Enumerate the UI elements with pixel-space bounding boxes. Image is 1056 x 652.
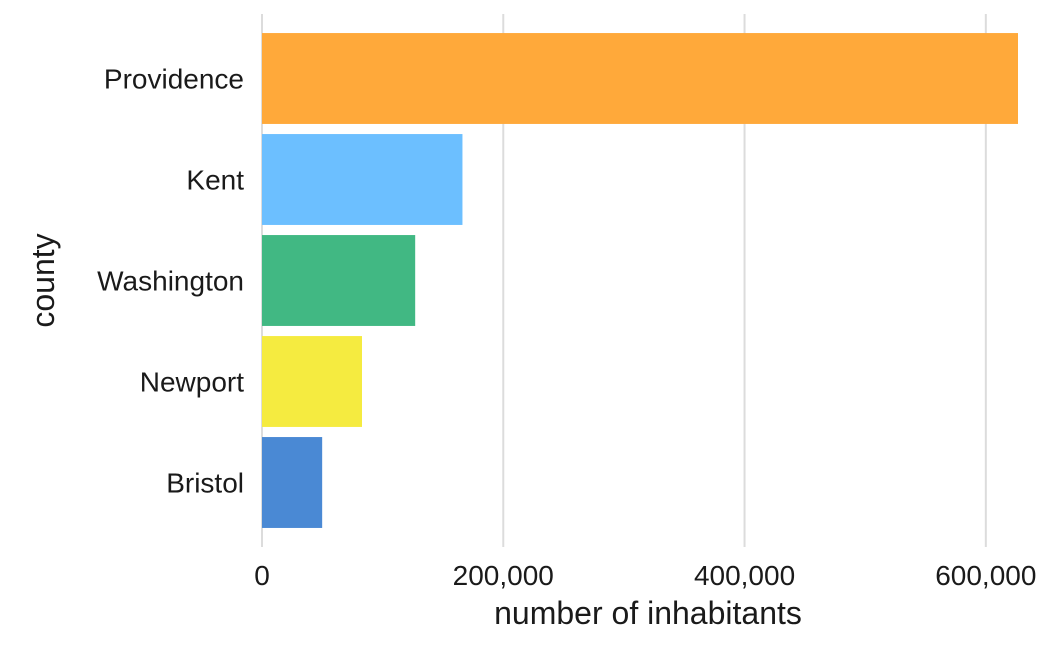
y-tick-label-washington: Washington xyxy=(97,266,244,297)
x-tick-label-2: 400,000 xyxy=(694,560,795,591)
bar-kent xyxy=(262,134,463,225)
x-axis-title: number of inhabitants xyxy=(494,595,802,631)
bar-newport xyxy=(262,336,362,427)
y-axis-title: county xyxy=(25,233,61,327)
x-tick-labels: 0 200,000 400,000 600,000 xyxy=(254,560,1036,591)
y-tick-label-kent: Kent xyxy=(186,165,244,196)
bars xyxy=(262,33,1018,528)
x-tick-label-0: 0 xyxy=(254,560,270,591)
x-tick-label-3: 600,000 xyxy=(935,560,1036,591)
y-tick-label-newport: Newport xyxy=(140,367,244,398)
bar-providence xyxy=(262,33,1018,124)
y-tick-label-bristol: Bristol xyxy=(166,468,244,499)
bar-washington xyxy=(262,235,416,326)
bar-bristol xyxy=(262,437,323,528)
x-tick-label-1: 200,000 xyxy=(453,560,554,591)
y-tick-labels: Providence Kent Washington Newport Bristol xyxy=(97,64,244,499)
y-tick-label-providence: Providence xyxy=(104,64,244,95)
